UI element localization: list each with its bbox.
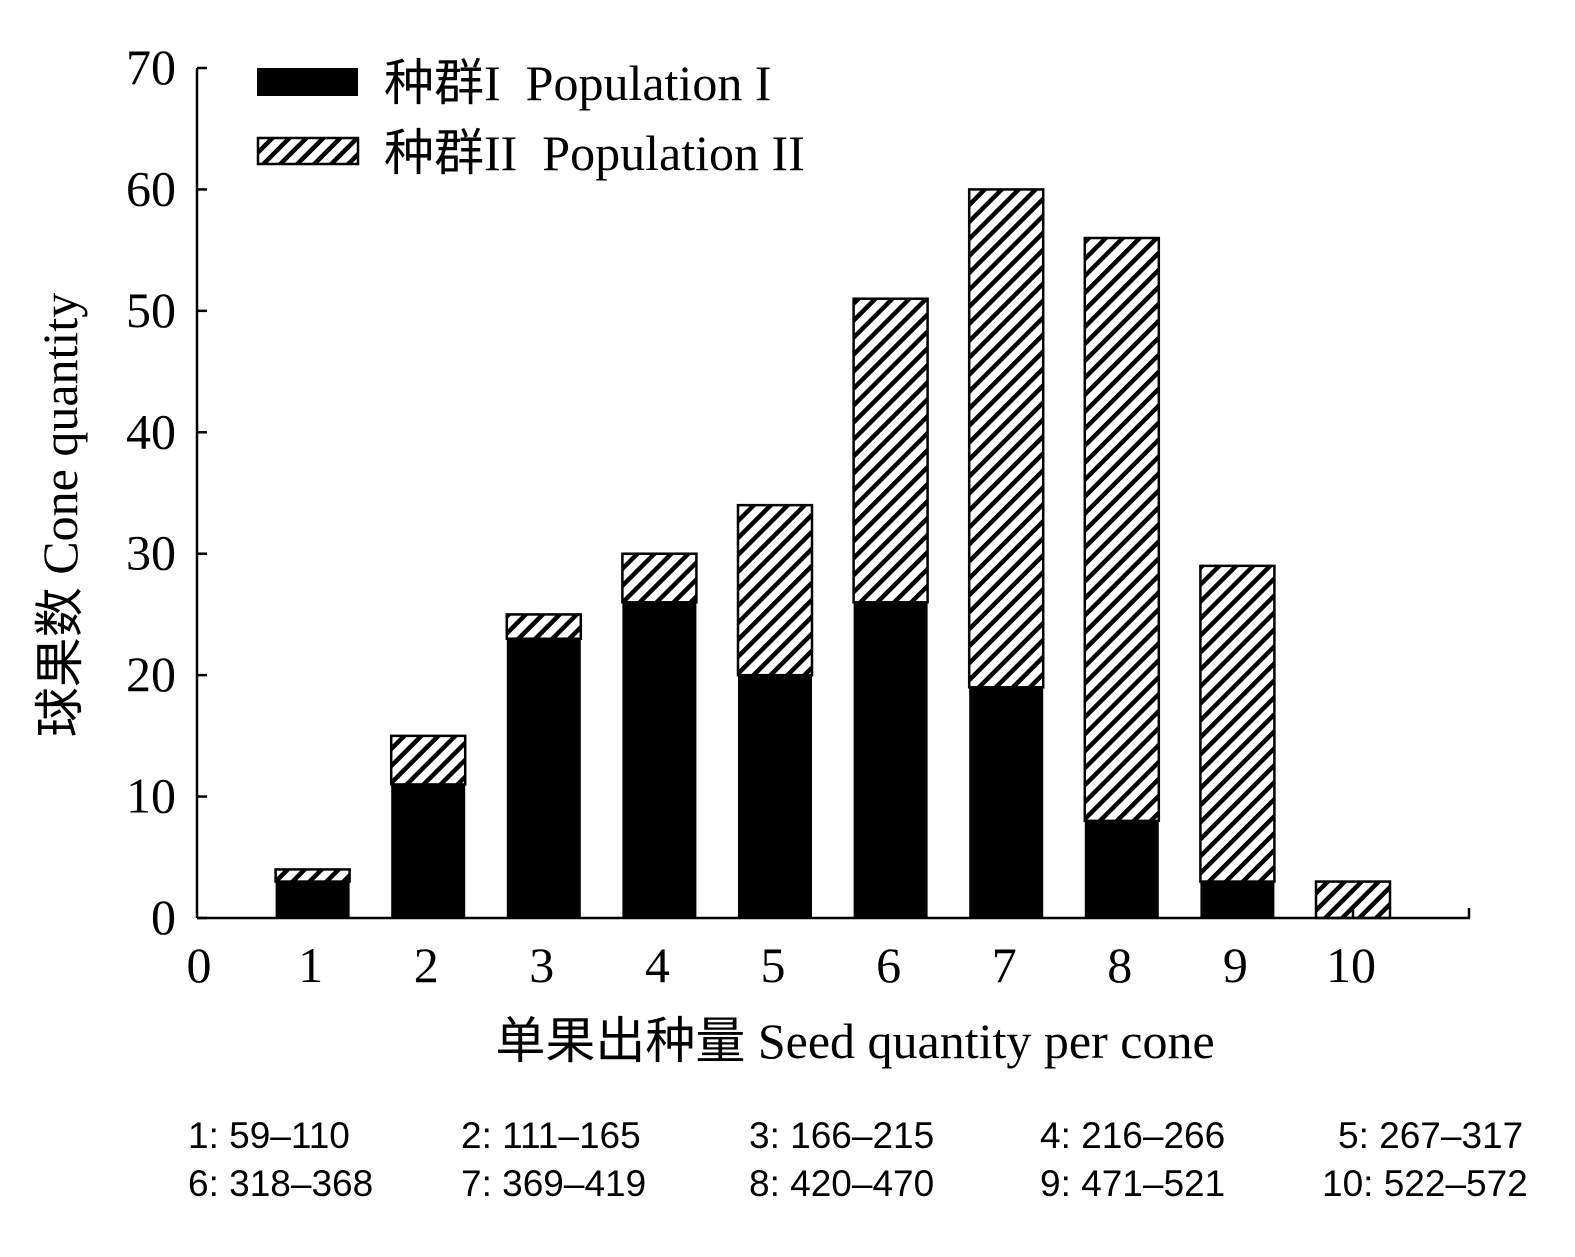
- x-tick-label: 8: [1107, 937, 1132, 993]
- y-tick-label: 30: [126, 525, 176, 581]
- x-tick-label: 1: [298, 937, 323, 993]
- legend-label-population-2: 种群II Population II: [384, 125, 805, 181]
- legend: 种群I Population I 种群II Population II: [256, 55, 805, 181]
- bar-population-2: [274, 868, 351, 883]
- y-tick-label: 50: [126, 282, 176, 338]
- bar-population-1: [738, 675, 812, 918]
- bar-population-1: [622, 602, 697, 918]
- x-tick-label: 2: [414, 937, 439, 993]
- bar-population-2: [736, 503, 814, 677]
- x-tick-label: 0: [187, 937, 212, 993]
- y-tick-label: 0: [151, 889, 176, 945]
- bar-population-2: [621, 552, 698, 604]
- range-label: 9: 471–521: [1040, 1163, 1225, 1204]
- legend-swatch-population-1: [257, 68, 358, 96]
- x-tick-label: 9: [1223, 937, 1248, 993]
- bar-population-2: [852, 297, 929, 604]
- bar-population-1: [1084, 820, 1159, 918]
- bar-population-2: [505, 613, 583, 640]
- legend-label-population-1: 种群I Population I: [384, 55, 771, 111]
- range-label: 2: 111–165: [461, 1115, 641, 1156]
- x-tick-label: 5: [761, 937, 786, 993]
- range-label: 3: 166–215: [749, 1115, 934, 1156]
- range-label: 7: 369–419: [461, 1163, 646, 1204]
- x-tick-label: 10: [1326, 937, 1376, 993]
- range-label: 1: 59–110: [188, 1115, 350, 1156]
- bars: [274, 188, 1392, 920]
- x-tick-label: 6: [876, 937, 901, 993]
- x-ticks: 0 1 2 3 4 5 6 7 8 9 10: [187, 908, 1471, 993]
- x-tick-label: 4: [645, 937, 670, 993]
- bar-population-1: [969, 687, 1044, 918]
- bar-population-1: [506, 638, 581, 918]
- range-label: 6: 318–368: [188, 1163, 373, 1204]
- range-label: 8: 420–470: [749, 1163, 934, 1204]
- bar-population-1: [853, 602, 928, 918]
- y-tick-label: 60: [126, 160, 176, 216]
- bar-population-2: [389, 734, 467, 786]
- y-tick-label: 20: [126, 646, 176, 702]
- legend-swatch-population-2: [256, 136, 360, 166]
- range-footnote: 1: 59–110 2: 111–165 3: 166–215 4: 216–2…: [188, 1115, 1528, 1204]
- bar-population-1: [391, 784, 466, 918]
- bar-population-2: [967, 188, 1045, 689]
- y-axis-label: 球果数 Cone quantity: [32, 293, 88, 737]
- y-tick-label: 10: [126, 768, 176, 824]
- x-axis-label: 单果出种量 Seed quantity per cone: [495, 1013, 1214, 1069]
- y-tick-label: 40: [126, 403, 176, 459]
- bar-population-2: [1083, 236, 1161, 823]
- range-label: 5: 267–317: [1338, 1115, 1523, 1156]
- bar-population-2: [1199, 564, 1276, 883]
- range-label: 10: 522–572: [1322, 1163, 1528, 1204]
- x-tick-label: 7: [992, 937, 1017, 993]
- x-tick-label: 3: [529, 937, 554, 993]
- range-label: 4: 216–266: [1040, 1115, 1225, 1156]
- y-tick-label: 70: [126, 39, 176, 95]
- y-ticks: 0 10 20 30 40 50 60 70: [126, 39, 207, 945]
